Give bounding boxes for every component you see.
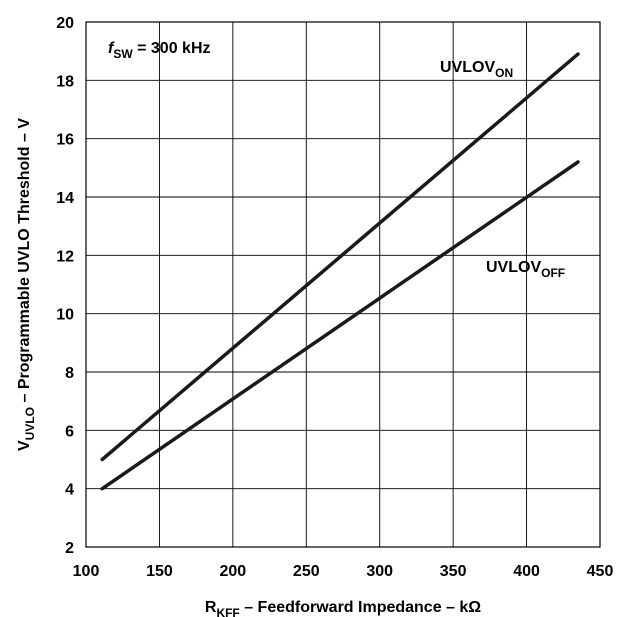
label-on-sub: ON	[495, 66, 513, 80]
xlabel-sub: KFF	[216, 606, 239, 617]
grid-lines	[86, 22, 600, 547]
label-off-main: UVLOV	[486, 259, 541, 276]
y-tick-label: 20	[56, 15, 74, 32]
ylabel-rest: – Programmable UVLO Threshold – V	[16, 118, 33, 407]
ylabel-sub: UVLO	[23, 407, 37, 440]
series-line-uvlov-on	[100, 52, 580, 462]
y-tick-label: 8	[65, 365, 74, 382]
plot-frame	[85, 21, 601, 548]
y-axis-title: VUVLO – Programmable UVLO Threshold – V	[16, 118, 37, 451]
y-tick-label: 10	[56, 307, 74, 324]
y-tick-label: 12	[56, 248, 74, 265]
x-tick-label: 450	[587, 563, 614, 580]
x-tick-label: 250	[293, 563, 320, 580]
y-tick-label: 18	[56, 73, 74, 90]
x-tick-label: 300	[366, 563, 393, 580]
y-tick-labels: 2 4 6 8 10 12 14 16 18 20	[56, 15, 74, 557]
x-tick-labels: 100 150 200 250 300 350 400 450	[73, 563, 614, 580]
series-label-uvlov-off: UVLOVOFF	[486, 259, 565, 280]
ylabel-main: V	[16, 440, 33, 451]
x-tick-label: 100	[73, 563, 100, 580]
y-tick-label: 16	[56, 132, 74, 149]
x-axis-title: RKFF – Feedforward Impedance – kΩ	[205, 599, 481, 617]
y-tick-label: 2	[65, 540, 74, 557]
annotation-sub: SW	[113, 47, 133, 61]
annotation-f: f	[108, 40, 115, 57]
series-line-uvlov-off	[100, 160, 580, 491]
frequency-annotation: fSW = 300 kHz	[108, 40, 211, 61]
annotation-rest: = 300 kHz	[133, 40, 211, 57]
y-tick-label: 6	[65, 423, 74, 440]
series-label-uvlov-on: UVLOVON	[440, 59, 513, 80]
y-tick-label: 14	[56, 190, 74, 207]
series-group	[100, 52, 580, 491]
x-tick-label: 350	[440, 563, 467, 580]
label-off-sub: OFF	[541, 266, 565, 280]
x-tick-label: 150	[146, 563, 173, 580]
x-tick-label: 400	[513, 563, 540, 580]
x-tick-label: 200	[220, 563, 247, 580]
y-tick-label: 4	[65, 482, 74, 499]
xlabel-main: R	[205, 599, 217, 616]
label-on-main: UVLOV	[440, 59, 495, 76]
xlabel-rest: – Feedforward Impedance – kΩ	[240, 599, 482, 616]
